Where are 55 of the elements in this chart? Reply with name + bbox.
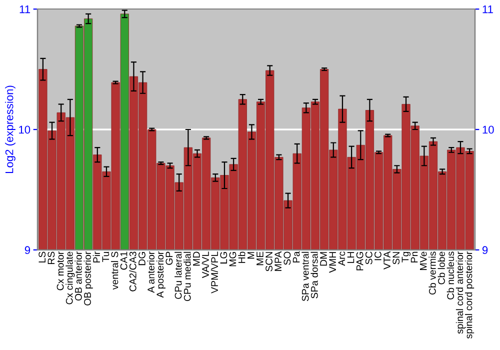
y-axis-title: Log2 (expression) xyxy=(5,86,16,174)
x-tick-label: RS xyxy=(48,252,55,264)
x-tick-label: A posterior xyxy=(156,251,166,298)
x-tick-label: Tg xyxy=(402,252,411,262)
x-tick-label: Cb nucleus xyxy=(446,252,454,300)
x-tick-label: CPu medial xyxy=(184,252,191,302)
x-tick-label: ME xyxy=(256,252,264,266)
x-tick-label: Cx cingulate xyxy=(66,252,75,304)
x-tick-label: OB posterior xyxy=(84,251,93,306)
x-tick-label: Tu xyxy=(102,252,110,262)
x-tick-label: CA2/CA3 xyxy=(129,252,136,292)
x-tick-label: VMH xyxy=(329,252,336,273)
x-tick-label: VPM/VPL xyxy=(210,252,218,294)
x-tick-label: VTA xyxy=(384,251,390,270)
x-tick-label: IC xyxy=(374,252,382,260)
x-tick-label: Cb lobe xyxy=(438,252,445,284)
x-tick-label: OB anterior xyxy=(74,251,82,301)
x-tick-label: A anterior xyxy=(147,251,154,293)
x-tick-label: LG xyxy=(220,252,228,264)
x-tick-label: LH xyxy=(347,252,354,263)
x-tick-label: SO xyxy=(284,252,291,265)
x-tick-label: MPA xyxy=(274,251,282,271)
x-tick-label: Pn xyxy=(410,252,418,262)
x-tick-label: MG xyxy=(229,252,236,266)
x-tick-label: spinal cord anterior xyxy=(456,251,466,334)
x-tick-label: Cb vermis xyxy=(428,252,436,295)
x-tick-label: Pa xyxy=(292,251,300,262)
x-tick-label: SN xyxy=(392,252,400,264)
x-tick-label: SCN xyxy=(266,252,272,272)
x-tick-label: VA/VL xyxy=(202,252,209,278)
x-tick-label: CA1 xyxy=(120,252,128,270)
x-tick-label: Arc xyxy=(338,252,346,266)
x-tick-label: MD xyxy=(193,252,200,266)
x-tick-label: ventral S xyxy=(111,252,118,290)
x-tick-label: MVe xyxy=(420,252,427,270)
x-tick-label: Hb xyxy=(238,252,246,263)
y2-tick-label: 9 xyxy=(482,246,488,254)
x-tick-label: SPa dorsal xyxy=(310,252,318,298)
x-tick-label: DM xyxy=(320,252,327,266)
x-tick-label: SC xyxy=(365,252,372,264)
x-tick-label: LS xyxy=(38,252,46,262)
x-tick-label: CPu lateral xyxy=(174,252,182,299)
x-tick-label: GP xyxy=(166,252,173,265)
x-tick-label: DG xyxy=(138,252,146,266)
y2-tick-label: 10 xyxy=(482,126,494,134)
y-tick-label: 11 xyxy=(20,5,30,14)
x-tick-label: spinal cord posterior xyxy=(465,251,474,339)
y2-tick-label: 11 xyxy=(482,5,493,14)
y-tick-label: 10 xyxy=(19,126,30,134)
x-tick-label: SPa ventral xyxy=(302,252,309,302)
y-tick-label: 9 xyxy=(24,246,30,254)
x-tick-label: Pir xyxy=(92,251,100,262)
x-tick-label: PAG xyxy=(356,252,364,270)
x-tick-label: M xyxy=(248,252,254,259)
x-tick-label: Cx motor xyxy=(56,251,64,290)
